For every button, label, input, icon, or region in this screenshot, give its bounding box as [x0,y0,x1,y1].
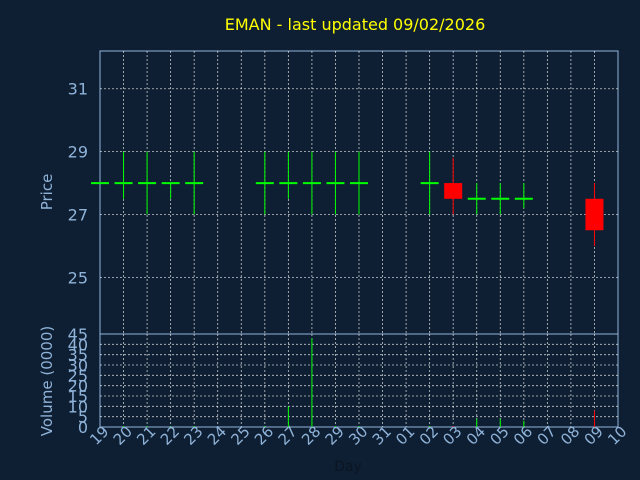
volume-bars [123,338,595,427]
x-tick-label: 08 [557,423,583,449]
x-tick-label: 23 [180,423,206,449]
x-tick-label: 31 [369,423,395,449]
volume-y-tick-label: 40 [68,335,88,354]
volume-grid [100,334,618,427]
x-tick-label: 19 [86,423,112,449]
chart-title: EMAN - last updated 09/02/2026 [225,15,486,34]
candles [91,151,604,246]
volume-y-tick-label: 15 [68,387,88,406]
volume-y-tick-label: 35 [68,346,88,365]
x-tick-label: 03 [439,423,465,449]
price-y-tick-label: 29 [68,143,88,162]
price-axis-label: Price [38,174,56,211]
x-tick-label: 29 [322,423,348,449]
volume-y-tick-label: 10 [68,397,88,416]
price-y-tick-label: 27 [68,206,88,225]
volume-y-tick-label: 5 [78,408,88,427]
x-axis-label: Day [334,459,362,475]
x-tick-label: 25 [227,423,253,449]
x-tick-label: 22 [157,423,183,449]
x-tick-label: 09 [581,423,607,449]
x-tick-label: 07 [534,423,560,449]
volume-y-tick-label: 30 [68,356,88,375]
price-y-tick-label: 31 [68,80,88,99]
x-tick-label: 05 [486,423,512,449]
price-y-ticks: 25 27 29 31 [68,80,88,288]
x-tick-label: 06 [510,423,536,449]
volume-axis-label: Volume (0000) [38,326,56,436]
price-y-tick-label: 25 [68,268,88,287]
candle-body [585,198,604,231]
x-ticks: 1920212223242526272829303101020304050607… [86,423,630,449]
x-tick-label: 21 [133,423,159,449]
x-tick-label: 10 [604,423,630,449]
x-tick-label: 28 [298,423,324,449]
x-tick-label: 30 [345,423,371,449]
x-tick-label: 01 [392,423,418,449]
x-tick-label: 26 [251,423,277,449]
volume-y-tick-label: 25 [68,366,88,385]
x-tick-label: 20 [110,423,136,449]
volume-y-tick-label: 20 [68,377,88,396]
volume-y-tick-label: 45 [68,325,88,344]
x-tick-label: 02 [416,423,442,449]
x-tick-label: 24 [204,423,230,449]
volume-y-tick-label: 0 [78,418,88,437]
candle-body [444,183,463,199]
x-tick-label: 04 [463,423,489,449]
x-tick-label: 27 [275,423,301,449]
